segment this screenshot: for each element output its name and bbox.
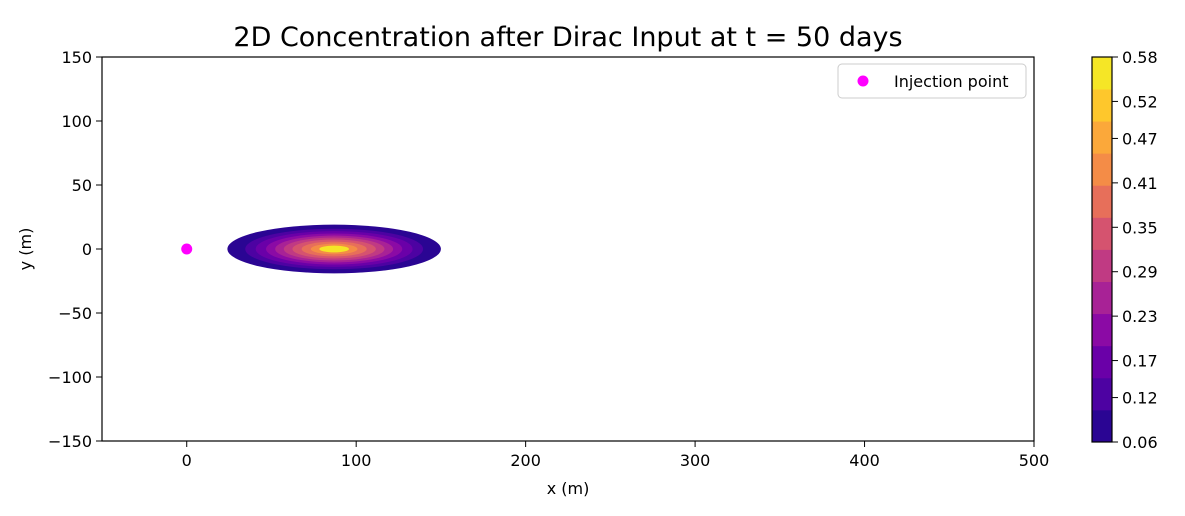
legend: Injection point [837,63,1027,99]
x-axis-label: x (m) [547,479,590,498]
legend-marker [857,75,869,87]
x-tick-label: 0 [182,451,192,470]
colorbar-tick-label: 0.29 [1122,263,1158,282]
colorbar-band [1092,57,1112,90]
x-tick-label: 400 [849,451,880,470]
colorbar-band [1092,409,1112,443]
colorbar-tick-label: 0.35 [1122,218,1158,237]
y-tick-label: 0 [82,240,92,259]
x-tick-label: 200 [510,451,541,470]
colorbar-band [1092,89,1112,122]
x-tick-label: 300 [680,451,711,470]
colorbar-tick-label: 0.23 [1122,307,1158,326]
colorbar-tick-label: 0.06 [1122,433,1158,452]
colorbar-tick-label: 0.52 [1122,92,1158,111]
colorbar-tick-label: 0.58 [1122,48,1158,67]
colorbar-band [1092,249,1112,282]
x-axis: 0 100 200 300 400 500 [182,441,1050,470]
colorbar-tick-label: 0.17 [1122,352,1158,371]
contour-band [319,245,350,253]
colorbar-tick-label: 0.47 [1122,129,1158,148]
y-tick-label: 100 [61,112,92,131]
y-axis: 150 100 50 0 −50 −100 −150 [48,48,102,451]
injection-marker-group [181,243,193,255]
y-tick-label: 50 [72,176,92,195]
colorbar-tick-label: 0.12 [1122,389,1158,408]
colorbar-band [1092,377,1112,411]
colorbar-band [1092,185,1112,218]
colorbar-band [1092,281,1112,315]
colorbar-frame [1091,56,1113,443]
colorbar-band [1092,153,1112,186]
chart-title: 2D Concentration after Dirac Input at t … [233,22,902,53]
colorbar-band [1092,217,1112,250]
legend-box [837,63,1027,99]
y-tick-label: 150 [61,48,92,67]
y-tick-label: −150 [48,432,92,451]
y-axis-label: y (m) [16,228,35,271]
x-tick-label: 100 [341,451,372,470]
colorbar-band [1092,313,1112,347]
colorbar-band [1092,345,1112,379]
legend-label: Injection point [894,72,1008,91]
injection-point-marker [181,243,193,255]
y-tick-label: −100 [48,368,92,387]
colorbar-band [1092,121,1112,154]
x-tick-label: 500 [1019,451,1050,470]
colorbar: 0.58 0.52 0.47 0.41 0.35 0.29 0.23 0.17 0.12 0.06 [1091,48,1158,452]
contour-plume [227,224,441,274]
colorbar-tick-label: 0.41 [1122,174,1158,193]
y-tick-label: −50 [58,304,92,323]
